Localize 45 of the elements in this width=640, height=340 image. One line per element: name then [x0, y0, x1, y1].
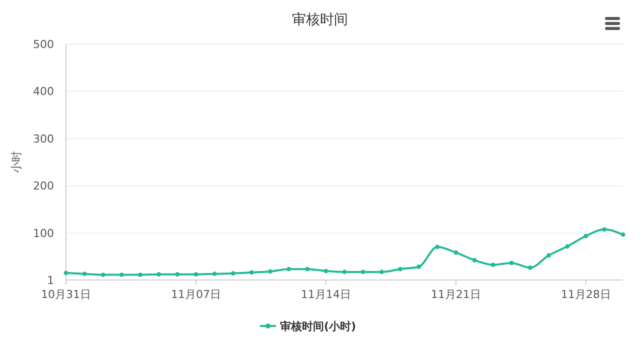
- point: [138, 272, 142, 277]
- point: [82, 272, 87, 276]
- x-tick-label: 11月28日: [560, 288, 611, 301]
- x-tick-label: 10月31日: [41, 288, 91, 301]
- point: [379, 270, 384, 274]
- point: [100, 272, 106, 277]
- point: [546, 253, 551, 258]
- point: [490, 262, 496, 268]
- point: [454, 250, 458, 255]
- point: [472, 258, 477, 262]
- point: [230, 271, 236, 276]
- y-tick-label: 400: [33, 85, 54, 98]
- point: [194, 272, 198, 277]
- point: [602, 227, 607, 232]
- x-tick-label: 11月21日: [430, 288, 481, 301]
- legend-label: 审核时间(小时): [280, 320, 356, 333]
- point: [565, 244, 570, 249]
- y-tick-label: 1: [47, 274, 54, 287]
- point: [286, 266, 291, 272]
- point: [249, 270, 254, 275]
- y-tick-label: 500: [33, 38, 54, 51]
- chart-title: 审核时间: [292, 12, 348, 28]
- point: [398, 266, 402, 272]
- point: [584, 234, 588, 238]
- point: [620, 232, 626, 237]
- point: [120, 272, 124, 277]
- point: [175, 272, 180, 277]
- point: [435, 244, 440, 250]
- y-tick-label: 100: [33, 227, 54, 240]
- point: [509, 260, 514, 266]
- y-axis-title: 小时: [10, 151, 23, 173]
- point: [360, 270, 366, 274]
- point: [528, 266, 532, 270]
- y-tick-label: 300: [33, 132, 54, 146]
- point: [156, 272, 162, 277]
- point: [212, 272, 217, 276]
- x-tick-label: 11月14日: [300, 288, 351, 301]
- point: [324, 268, 328, 274]
- y-tick-label: 200: [33, 180, 54, 193]
- point: [305, 266, 310, 272]
- point: [416, 264, 421, 269]
- x-tick-label: 11月07日: [170, 288, 221, 301]
- point: [268, 269, 272, 274]
- point: [342, 270, 347, 274]
- point: [64, 270, 68, 276]
